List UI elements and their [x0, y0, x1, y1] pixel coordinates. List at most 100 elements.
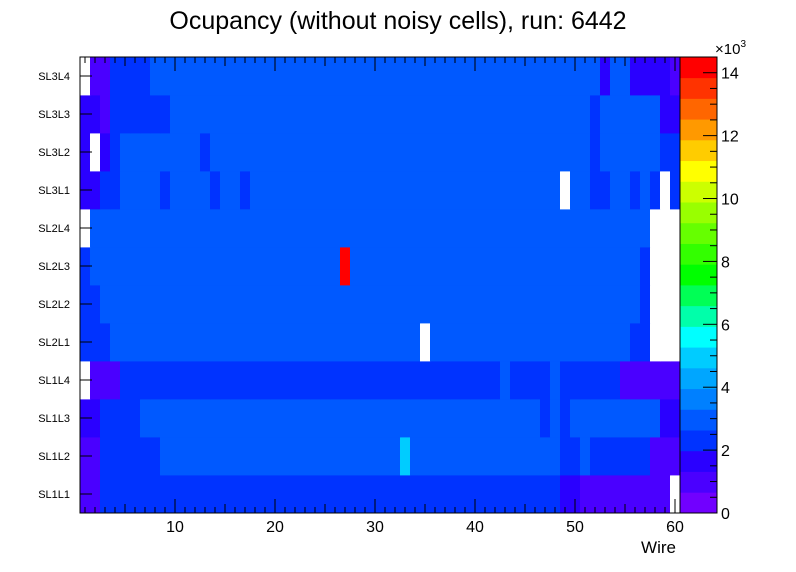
heatmap-cell	[440, 361, 451, 400]
heatmap-cell	[360, 171, 371, 210]
heatmap-cell	[600, 475, 611, 514]
heatmap-cell	[470, 209, 481, 248]
heatmap-cell	[600, 323, 611, 362]
heatmap-cell	[120, 361, 131, 400]
y-row-label: SL1L3	[38, 413, 70, 425]
heatmap-cell	[410, 475, 421, 514]
heatmap-cell	[650, 437, 661, 476]
heatmap-cell	[660, 133, 671, 172]
heatmap-cell	[270, 133, 281, 172]
heatmap-cell	[310, 475, 321, 514]
heatmap-cell	[110, 209, 121, 248]
heatmap-cell	[100, 285, 111, 324]
heatmap-cell	[290, 247, 301, 286]
heatmap-cell	[130, 399, 141, 438]
heatmap-cell	[450, 57, 461, 96]
heatmap-cell	[90, 361, 101, 400]
heatmap-cell	[300, 171, 311, 210]
heatmap-cell	[130, 323, 141, 362]
heatmap-cell	[380, 437, 391, 476]
heatmap-cell	[420, 171, 431, 210]
heatmap-cell	[100, 475, 111, 514]
heatmap-cell	[580, 57, 591, 96]
heatmap-cell	[270, 285, 281, 324]
heatmap-cell	[250, 323, 261, 362]
heatmap-cell	[140, 171, 151, 210]
heatmap-cell	[290, 57, 301, 96]
heatmap-cell	[650, 95, 661, 134]
heatmap-cell	[560, 323, 571, 362]
heatmap-cell	[260, 209, 271, 248]
palette-band	[680, 367, 717, 390]
heatmap-cell	[340, 171, 351, 210]
heatmap-cell	[500, 285, 511, 324]
heatmap-cell	[530, 247, 541, 286]
heatmap-cell	[130, 209, 141, 248]
heatmap-cell	[250, 247, 261, 286]
heatmap-cell	[120, 95, 131, 134]
heatmap-cell	[600, 171, 611, 210]
heatmap-cell	[260, 437, 271, 476]
heatmap-cell	[460, 323, 471, 362]
heatmap-cell	[230, 361, 241, 400]
x-axis-title: Wire	[641, 538, 676, 557]
heatmap-cell	[520, 323, 531, 362]
heatmap-cell	[550, 171, 561, 210]
heatmap-cell	[110, 133, 121, 172]
heatmap-cell	[250, 285, 261, 324]
heatmap-cell	[590, 323, 601, 362]
heatmap-cell	[110, 361, 121, 400]
heatmap-cell	[100, 171, 111, 210]
heatmap-cell	[430, 171, 441, 210]
heatmap-cell	[530, 57, 541, 96]
heatmap-cell	[550, 247, 561, 286]
heatmap-cell	[560, 437, 571, 476]
heatmap-cell	[480, 437, 491, 476]
y-row-label: SL2L2	[38, 299, 70, 311]
heatmap-cell	[650, 285, 661, 324]
heatmap-cell	[320, 209, 331, 248]
heatmap-cell	[470, 57, 481, 96]
heatmap-cell	[650, 399, 661, 438]
heatmap-cell	[450, 361, 461, 400]
heatmap-cell	[590, 133, 601, 172]
heatmap-cell	[460, 57, 471, 96]
heatmap-cell	[480, 209, 491, 248]
heatmap-cell	[110, 95, 121, 134]
heatmap-cell	[170, 323, 181, 362]
heatmap-cell	[240, 133, 251, 172]
heatmap-cell	[630, 133, 641, 172]
heatmap-cell	[660, 209, 671, 248]
heatmap-cell	[180, 285, 191, 324]
heatmap-cell	[330, 285, 341, 324]
z-tick-label: 4	[721, 380, 730, 397]
z-tick-label: 12	[721, 129, 739, 146]
heatmap-cell	[580, 399, 591, 438]
heatmap-cell	[380, 209, 391, 248]
heatmap-cell	[200, 475, 211, 514]
heatmap-cell	[300, 247, 311, 286]
heatmap-cell	[210, 323, 221, 362]
heatmap-cell	[430, 285, 441, 324]
heatmap-cell	[620, 361, 631, 400]
heatmap-cell	[340, 95, 351, 134]
heatmap-cell	[290, 475, 301, 514]
heatmap-cell	[530, 437, 541, 476]
heatmap-cell	[200, 209, 211, 248]
heatmap-cell	[310, 209, 321, 248]
x-tick-label: 40	[466, 519, 484, 536]
heatmap-cell	[630, 57, 641, 96]
heatmap-cell	[630, 209, 641, 248]
heatmap-cell	[360, 323, 371, 362]
heatmap-cell	[630, 361, 641, 400]
heatmap-cell	[390, 475, 401, 514]
heatmap-cell	[320, 95, 331, 134]
heatmap-cell	[140, 133, 151, 172]
heatmap-cell	[280, 133, 291, 172]
heatmap-cell	[570, 133, 581, 172]
heatmap-cell	[180, 437, 191, 476]
heatmap-cell	[350, 133, 361, 172]
heatmap-cell	[360, 247, 371, 286]
heatmap-cell	[660, 57, 671, 96]
heatmap-cell	[310, 361, 321, 400]
